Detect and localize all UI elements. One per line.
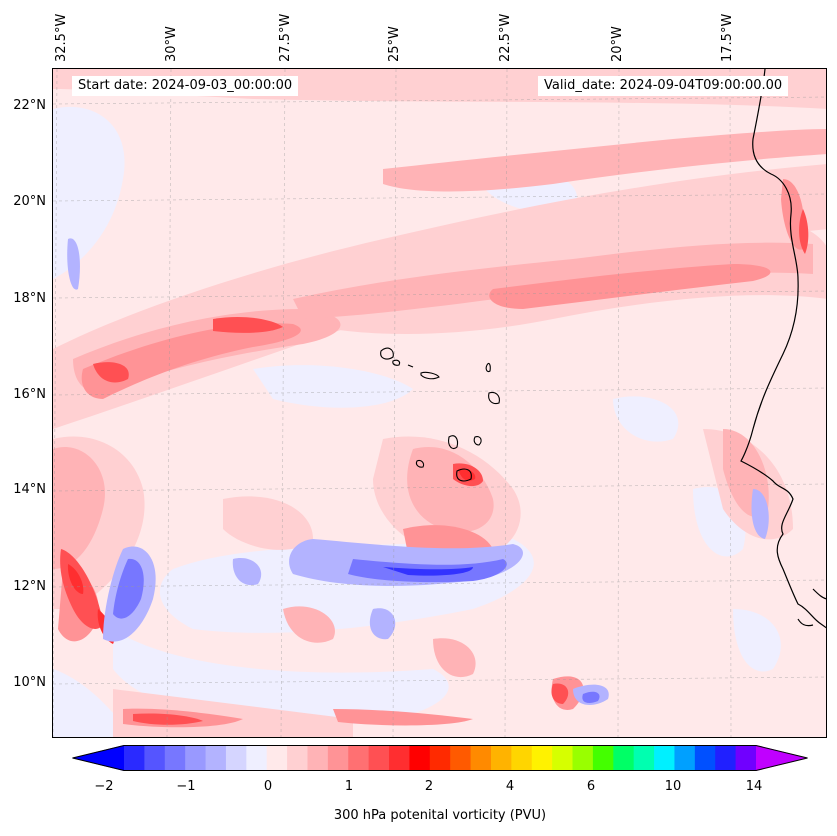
lon-label-32-5w: 32.5°W [54, 13, 69, 62]
colorbar-segment [613, 745, 635, 771]
colorbar-segment [735, 745, 757, 771]
colorbar-segment [470, 745, 492, 771]
colorbar-segment [654, 745, 676, 771]
lat-label-22n: 22°N [13, 98, 46, 113]
colorbar-segment [287, 745, 309, 771]
lon-label-27-5w: 27.5°W [278, 13, 293, 62]
lon-label-20w: 20°W [610, 26, 625, 62]
lon-label-17-5w: 17.5°W [720, 13, 735, 62]
valid-date-label: Valid_date: 2024-09-04T09:00:00.00 [538, 76, 789, 96]
colorbar-extend-min [72, 745, 124, 771]
colorbar-tick: 4 [505, 779, 515, 794]
colorbar-segment [409, 745, 431, 771]
lat-label-20n: 20°N [13, 194, 46, 209]
colorbar-segment [552, 745, 574, 771]
colorbar-segment [225, 745, 247, 771]
colorbar-segment [164, 745, 186, 771]
colorbar-segment [490, 745, 512, 771]
lat-label-16n: 16°N [13, 387, 46, 402]
colorbar [72, 745, 808, 771]
lat-label-10n: 10°N [13, 675, 46, 690]
colorbar-segment [674, 745, 696, 771]
colorbar-segment [246, 745, 268, 771]
colorbar-tick: −2 [94, 779, 114, 794]
colorbar-tick: 1 [344, 779, 354, 794]
colorbar-segment [429, 745, 451, 771]
colorbar-tick: 6 [586, 779, 596, 794]
colorbar-segment [266, 745, 288, 771]
colorbar-outline [72, 745, 808, 771]
colorbar-tick: 0 [263, 779, 273, 794]
colorbar-segment [185, 745, 207, 771]
colorbar-segment [307, 745, 329, 771]
gridlines [53, 69, 826, 737]
colorbar-segment [633, 745, 655, 771]
colorbar-tick: 2 [424, 779, 434, 794]
colorbar-extend-max [756, 745, 808, 771]
colorbar-segment [592, 745, 614, 771]
colorbar-segment [205, 745, 227, 771]
pv-map [52, 68, 827, 738]
colorbar-segment [389, 745, 411, 771]
start-date-label: Start date: 2024-09-03_00:00:00 [72, 76, 299, 96]
colorbar-tick: −1 [176, 779, 196, 794]
lon-label-30w: 30°W [164, 26, 179, 62]
colorbar-label: 300 hPa potenital vorticity (PVU) [333, 808, 547, 823]
lat-label-14n: 14°N [13, 482, 46, 497]
colorbar-segment [531, 745, 553, 771]
colorbar-segment [572, 745, 594, 771]
colorbar-segment [348, 745, 370, 771]
colorbar-segment [368, 745, 390, 771]
lat-label-18n: 18°N [13, 291, 46, 306]
lat-label-12n: 12°N [13, 579, 46, 594]
colorbar-segment [715, 745, 737, 771]
lon-label-22-5w: 22.5°W [498, 13, 513, 62]
colorbar-segment [511, 745, 533, 771]
colorbar-tick: 14 [745, 779, 763, 794]
deep-blue-cores [383, 567, 473, 576]
coastline [740, 69, 826, 629]
colorbar-segment [450, 745, 472, 771]
colorbar-segment [124, 745, 145, 771]
colorbar-segment [144, 745, 166, 771]
lon-label-25w: 25°W [387, 26, 402, 62]
colorbar-tick: 10 [664, 779, 682, 794]
colorbar-segment [694, 745, 716, 771]
colorbar-segment [327, 745, 349, 771]
cape-verde-islands [380, 347, 500, 482]
